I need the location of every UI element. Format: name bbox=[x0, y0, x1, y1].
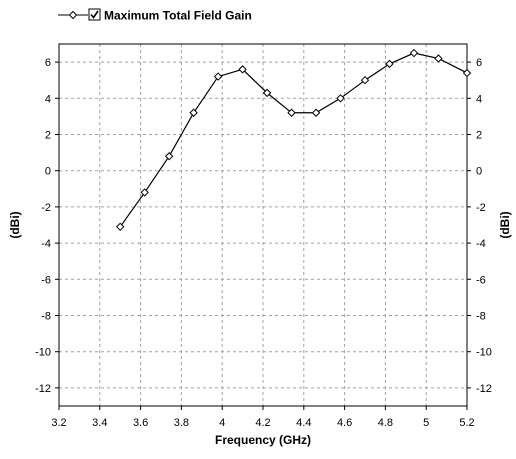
data-point-marker bbox=[164, 152, 174, 161]
legend-series-label: Maximum Total Field Gain bbox=[104, 9, 252, 23]
data-point-marker bbox=[213, 72, 223, 81]
checkbox-checked-icon[interactable] bbox=[88, 8, 101, 21]
data-point-marker bbox=[115, 222, 125, 232]
y-axis-title-right: (dBi) bbox=[498, 211, 512, 238]
y-tick-label-left: 4 bbox=[45, 93, 51, 105]
data-point-marker bbox=[140, 188, 149, 197]
y-tick-label-left: 2 bbox=[45, 130, 51, 142]
data-point-marker bbox=[409, 48, 419, 58]
legend[interactable]: Maximum Total Field Gain bbox=[58, 8, 252, 23]
y-tick-label-right: -6 bbox=[476, 274, 486, 286]
y-tick-label-left: 6 bbox=[45, 57, 51, 69]
y-tick-label-right: -12 bbox=[476, 383, 492, 395]
x-tick-label: 4.8 bbox=[378, 417, 393, 429]
x-tick-labels: 3.2 3.4 3.6 3.8 4 4.2 4.4 4.6 4.8 5 5.2 bbox=[51, 417, 474, 429]
x-tick-label: 5.2 bbox=[459, 417, 474, 429]
y-tick-label-left: -6 bbox=[41, 274, 51, 286]
y-axis-title-left: (dBi) bbox=[8, 211, 22, 238]
x-tick-label: 3.6 bbox=[133, 417, 148, 429]
data-point-marker bbox=[336, 94, 345, 103]
y-tick-label-right: -4 bbox=[476, 238, 486, 250]
check-mark-icon bbox=[90, 10, 99, 19]
grid bbox=[59, 44, 467, 406]
data-point-marker bbox=[311, 108, 321, 117]
diamond-marker-icon bbox=[68, 10, 78, 20]
y-tick-label-left: -4 bbox=[41, 238, 51, 250]
x-tick-label: 5 bbox=[423, 417, 429, 429]
y-tick-label-right: 6 bbox=[476, 57, 482, 69]
x-tick-label: 4.2 bbox=[255, 417, 270, 429]
data-point-marker bbox=[287, 108, 296, 117]
y-tick-label-right: -2 bbox=[476, 202, 486, 214]
x-tick-label: 4.6 bbox=[337, 417, 352, 429]
ticks bbox=[55, 61, 471, 410]
y-tick-label-left: -8 bbox=[41, 311, 51, 323]
x-tick-label: 3.8 bbox=[174, 417, 189, 429]
y-tick-label-left: -12 bbox=[35, 383, 51, 395]
data-point-marker bbox=[238, 65, 247, 74]
legend-checkbox-box bbox=[88, 8, 101, 21]
data-point-marker bbox=[434, 54, 443, 63]
data-point-marker bbox=[385, 59, 394, 69]
plot-frame bbox=[58, 43, 468, 407]
x-tick-label: 3.2 bbox=[51, 417, 66, 429]
data-point-marker bbox=[360, 75, 370, 85]
data-point-marker bbox=[189, 108, 198, 117]
y-tick-label-left: -2 bbox=[41, 202, 51, 214]
left-y-tick-labels: 6 4 2 0 -2 -4 -6 -8 -10 -12 bbox=[35, 57, 51, 395]
y-tick-label-right: 4 bbox=[476, 93, 482, 105]
y-tick-label-right: -10 bbox=[476, 347, 492, 359]
x-axis-title: Frequency (GHz) bbox=[215, 433, 311, 447]
y-tick-label-left: 0 bbox=[45, 166, 51, 178]
x-tick-label: 4.4 bbox=[296, 417, 311, 429]
right-y-tick-labels: 6 4 2 0 -2 -4 -6 -8 -10 -12 bbox=[476, 57, 492, 395]
data-point-marker bbox=[462, 68, 472, 78]
series-maximum-total-field-gain bbox=[115, 48, 472, 232]
x-tick-label: 4 bbox=[219, 417, 225, 429]
y-tick-label-right: -8 bbox=[476, 311, 486, 323]
data-point-marker bbox=[262, 88, 272, 98]
y-tick-label-right: 2 bbox=[476, 130, 482, 142]
y-tick-label-right: 0 bbox=[476, 166, 482, 178]
y-tick-label-left: -10 bbox=[35, 347, 51, 359]
x-tick-label: 3.4 bbox=[92, 417, 107, 429]
